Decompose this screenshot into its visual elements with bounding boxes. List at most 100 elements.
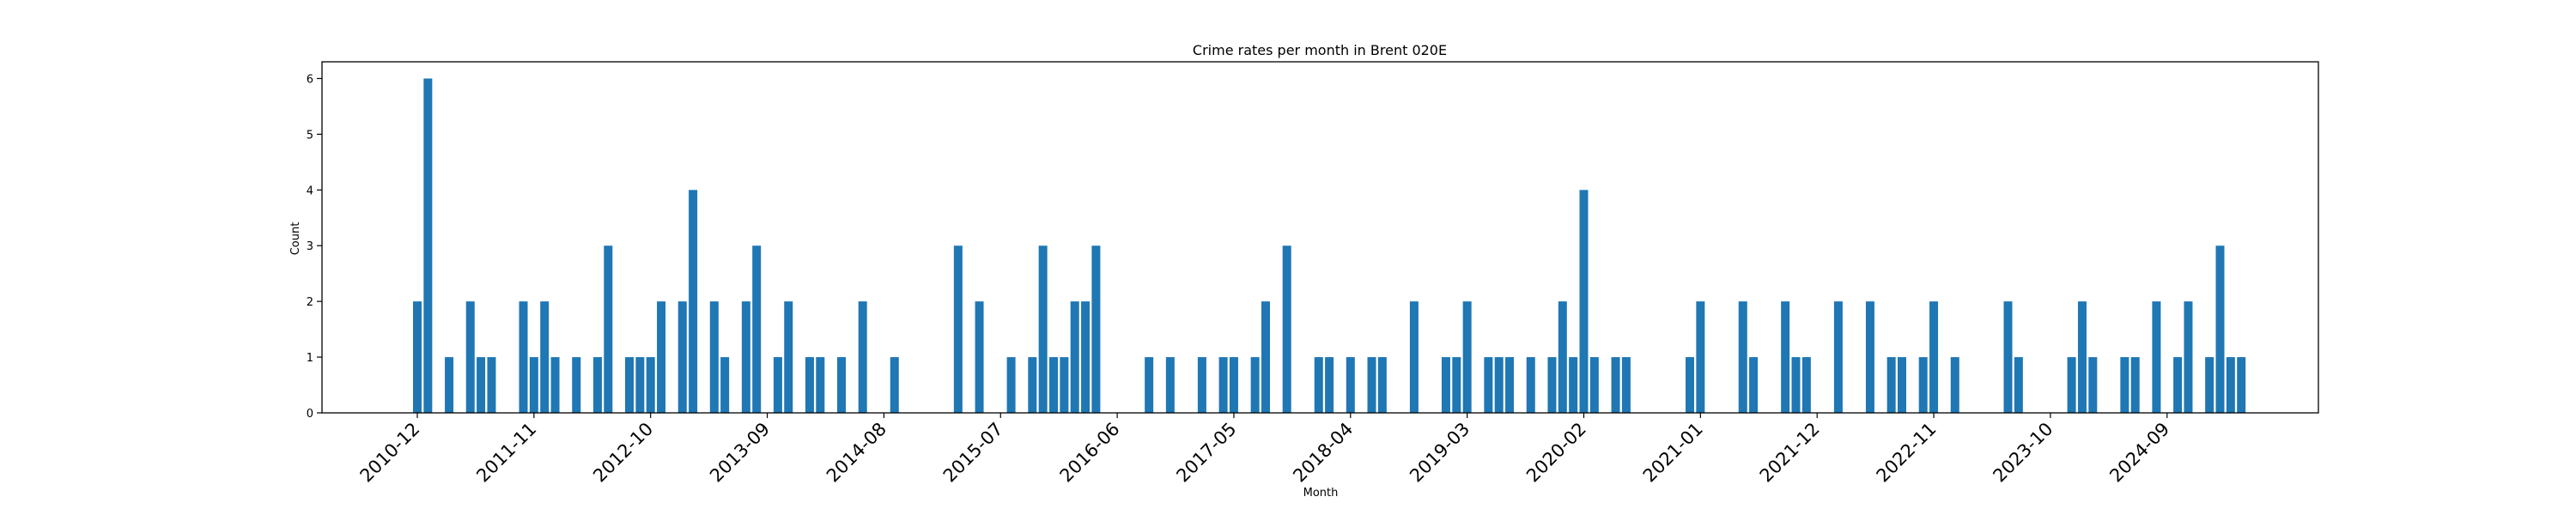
bar-2013-08 xyxy=(752,245,762,413)
bar-2024-05 xyxy=(2120,357,2129,413)
y-tick-label: 0 xyxy=(307,408,313,421)
bar-2016-04 xyxy=(1091,245,1101,413)
x-tick-label: 2018-04 xyxy=(1289,419,1357,487)
bar-2018-02 xyxy=(1325,357,1334,413)
bar-2016-09 xyxy=(1145,357,1154,413)
bar-2012-03 xyxy=(572,357,581,413)
bar-2020-05 xyxy=(1611,357,1620,413)
bar-2013-05 xyxy=(720,357,730,413)
bar-2025-01 xyxy=(2205,357,2215,413)
x-tick-label: 2024-09 xyxy=(2105,419,2173,487)
bar-2021-10 xyxy=(1791,357,1801,413)
bar-2014-09 xyxy=(890,357,899,413)
y-tick-label: 4 xyxy=(307,185,313,197)
bar-2014-06 xyxy=(858,301,867,413)
x-tick-label: 2013-09 xyxy=(706,419,774,487)
bar-2011-07 xyxy=(487,357,496,413)
bar-2024-01 xyxy=(2077,301,2087,413)
bar-2014-04 xyxy=(837,357,846,413)
bar-2016-01 xyxy=(1060,357,1069,413)
y-tick-label: 1 xyxy=(307,352,313,365)
bar-2025-02 xyxy=(2215,245,2225,413)
bar-2011-03 xyxy=(445,357,454,413)
x-tick-label: 2019-03 xyxy=(1406,419,1473,487)
bar-2023-06 xyxy=(2003,301,2013,413)
bar-2024-02 xyxy=(2088,357,2098,413)
bar-2012-08 xyxy=(625,357,634,413)
bar-2022-07 xyxy=(1886,357,1896,413)
bar-2012-10 xyxy=(646,357,655,413)
bars-group xyxy=(413,78,2246,413)
y-tick-label: 5 xyxy=(307,129,313,142)
bar-2013-10 xyxy=(773,357,782,413)
x-tick-label: 2016-06 xyxy=(1056,419,1124,487)
bar-2021-09 xyxy=(1781,301,1790,413)
y-axis-label: Count xyxy=(289,222,302,256)
bar-2020-02 xyxy=(1579,190,1589,413)
bar-2017-10 xyxy=(1282,245,1291,413)
bar-2017-04 xyxy=(1218,357,1228,413)
bar-2012-09 xyxy=(635,357,645,413)
bar-2020-12 xyxy=(1686,357,1694,413)
y-axis: 0 1 2 3 4 5 6 xyxy=(307,73,322,421)
bar-2012-05 xyxy=(592,357,602,413)
y-tick-label: 2 xyxy=(307,296,313,309)
y-tick-label: 6 xyxy=(307,73,313,86)
bar-2014-01 xyxy=(805,357,814,413)
chart-title: Crime rates per month in Brent 020E xyxy=(1193,42,1447,58)
x-axis: 2010-12 2011-11 2012-10 2013-09 2014-08 2015-… xyxy=(356,413,2173,487)
bar-2015-10 xyxy=(1028,357,1037,413)
bar-2019-01 xyxy=(1441,357,1450,413)
bar-2014-02 xyxy=(816,357,825,413)
bar-2013-02 xyxy=(689,190,698,413)
bar-2015-08 xyxy=(1006,357,1016,413)
bar-2011-10 xyxy=(519,301,528,413)
x-tick-label: 2023-10 xyxy=(1989,419,2057,487)
bar-2021-06 xyxy=(1749,357,1759,413)
x-tick-label: 2012-10 xyxy=(589,419,657,487)
bar-2024-10 xyxy=(2173,357,2183,413)
bar-2023-01 xyxy=(1950,357,1959,413)
x-tick-label: 2014-08 xyxy=(823,419,890,487)
bar-2021-01 xyxy=(1696,301,1705,413)
x-tick-label: 2020-02 xyxy=(1522,419,1590,487)
bar-2018-06 xyxy=(1367,357,1376,413)
bar-2023-12 xyxy=(2067,357,2076,413)
bar-2017-05 xyxy=(1229,357,1238,413)
bar-2018-01 xyxy=(1314,357,1323,413)
bar-2017-02 xyxy=(1197,357,1206,413)
bar-2020-03 xyxy=(1589,357,1599,413)
bar-2012-01 xyxy=(550,357,560,413)
x-tick-label: 2017-05 xyxy=(1172,419,1240,487)
bar-2013-01 xyxy=(677,301,687,413)
bar-2023-07 xyxy=(2014,357,2023,413)
bar-2022-02 xyxy=(1833,301,1843,413)
bar-2021-05 xyxy=(1738,301,1747,413)
bar-2011-06 xyxy=(477,357,486,413)
x-tick-label: 2021-12 xyxy=(1756,419,1824,487)
bar-2017-07 xyxy=(1250,357,1260,413)
bar-2019-03 xyxy=(1462,301,1472,413)
bar-2018-04 xyxy=(1346,357,1355,413)
x-tick-label: 2022-11 xyxy=(1873,419,1941,487)
bar-2021-11 xyxy=(1801,357,1811,413)
bar-2015-03 xyxy=(953,245,963,413)
y-tick-label: 3 xyxy=(307,240,313,253)
bar-2020-06 xyxy=(1621,357,1631,413)
bar-2019-12 xyxy=(1558,301,1567,413)
bar-2024-06 xyxy=(2130,357,2140,413)
bar-2019-06 xyxy=(1494,357,1504,413)
bar-2012-11 xyxy=(657,301,666,413)
bar-2019-11 xyxy=(1547,357,1557,413)
bar-2011-12 xyxy=(540,301,550,413)
bar-2016-02 xyxy=(1070,301,1079,413)
bar-2013-04 xyxy=(709,301,719,413)
bar-2025-03 xyxy=(2226,357,2235,413)
bar-2012-06 xyxy=(604,245,613,413)
x-tick-label: 2010-12 xyxy=(356,419,424,487)
bar-2017-08 xyxy=(1261,301,1270,413)
bar-2022-10 xyxy=(1918,357,1928,413)
bar-2015-11 xyxy=(1038,245,1048,413)
bar-2019-09 xyxy=(1526,357,1535,413)
